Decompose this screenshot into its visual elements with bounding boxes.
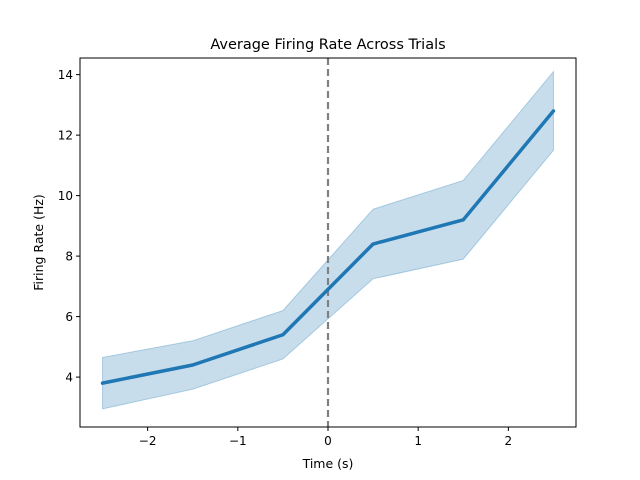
y-axis-label: Firing Rate (Hz) xyxy=(31,194,46,291)
y-tick-label: 4 xyxy=(65,371,73,385)
chart-title: Average Firing Rate Across Trials xyxy=(210,37,445,53)
x-tick-label: 1 xyxy=(414,434,422,448)
x-tick-label: −1 xyxy=(229,434,247,448)
y-tick-label: 12 xyxy=(58,129,73,143)
x-tick-label: 0 xyxy=(324,434,332,448)
x-tick-label: 2 xyxy=(505,434,513,448)
y-tick-label: 10 xyxy=(58,189,73,203)
y-tick-label: 6 xyxy=(65,310,73,324)
y-tick-label: 14 xyxy=(58,68,73,82)
x-axis-label: Time (s) xyxy=(302,456,354,471)
y-tick-label: 8 xyxy=(65,250,73,264)
mean-firing-rate-line xyxy=(100,109,556,385)
x-tick-label: −2 xyxy=(139,434,157,448)
